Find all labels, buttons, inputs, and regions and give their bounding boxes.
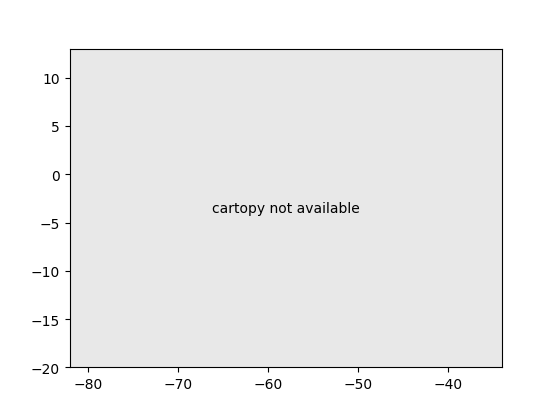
Text: cartopy not available: cartopy not available xyxy=(212,202,360,216)
